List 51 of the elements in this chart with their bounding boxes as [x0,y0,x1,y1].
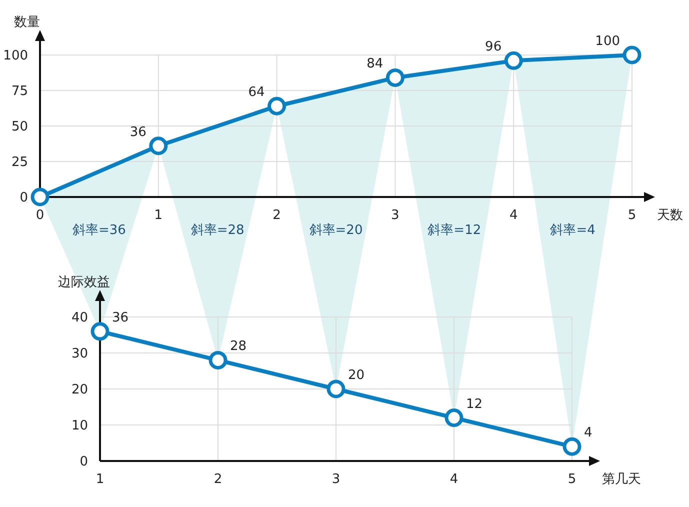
y-tick-label: 50 [11,120,28,135]
point [504,51,523,70]
text: 斜率=12 [428,222,482,238]
x-axis-title: 天数 [657,208,683,223]
data-label: 100 [595,34,620,49]
text: 斜率=36 [72,222,126,238]
data-label: 84 [366,56,384,72]
text: 斜率=4 [550,222,596,238]
x-tick-label: 3 [332,472,340,487]
point [149,136,168,156]
point [622,46,642,64]
data-label: 36 [130,124,146,140]
data-label: 20 [348,368,365,383]
data-label: 4 [584,426,592,441]
x-tick-label: 2 [272,208,281,223]
data-label: 28 [230,339,247,354]
x-tick-label: 5 [628,208,636,223]
y-tick-label: 20 [71,382,88,398]
x-tick-label: 1 [154,208,163,223]
y-axis-title: 数量 [14,15,40,30]
y-axis-title: 边际效益 [58,275,110,290]
x-tick-label: 0 [36,208,44,223]
point [386,68,404,87]
x-axis-title: 第几天 [602,472,641,487]
data-label: 96 [485,40,502,55]
y-tick-label: 25 [11,155,28,170]
point [326,380,346,398]
x-tick-label: 4 [509,208,518,223]
point [30,188,50,206]
data-label: 64 [248,85,265,100]
x-tick-label: 1 [96,472,104,487]
point [268,96,286,116]
y-tick-label: 30 [71,346,88,362]
y-tick-label: 10 [71,418,88,434]
data-label: 12 [466,396,483,412]
text: 斜率=20 [309,222,363,238]
x-tick-label: 5 [568,472,576,487]
point [444,408,464,428]
x-tick-label: 2 [214,472,222,487]
point [208,350,228,370]
point [90,322,110,341]
y-tick-label: 75 [11,84,28,100]
text: 斜率=28 [190,222,244,238]
data-label: 36 [112,310,129,326]
y-tick-label: 0 [80,454,88,470]
point [562,437,582,456]
x-tick-label: 4 [450,472,458,487]
y-tick-label: 40 [71,310,88,326]
y-tick-label: 100 [3,48,28,64]
x-tick-label: 3 [391,208,400,223]
y-tick-label: 0 [20,190,28,206]
